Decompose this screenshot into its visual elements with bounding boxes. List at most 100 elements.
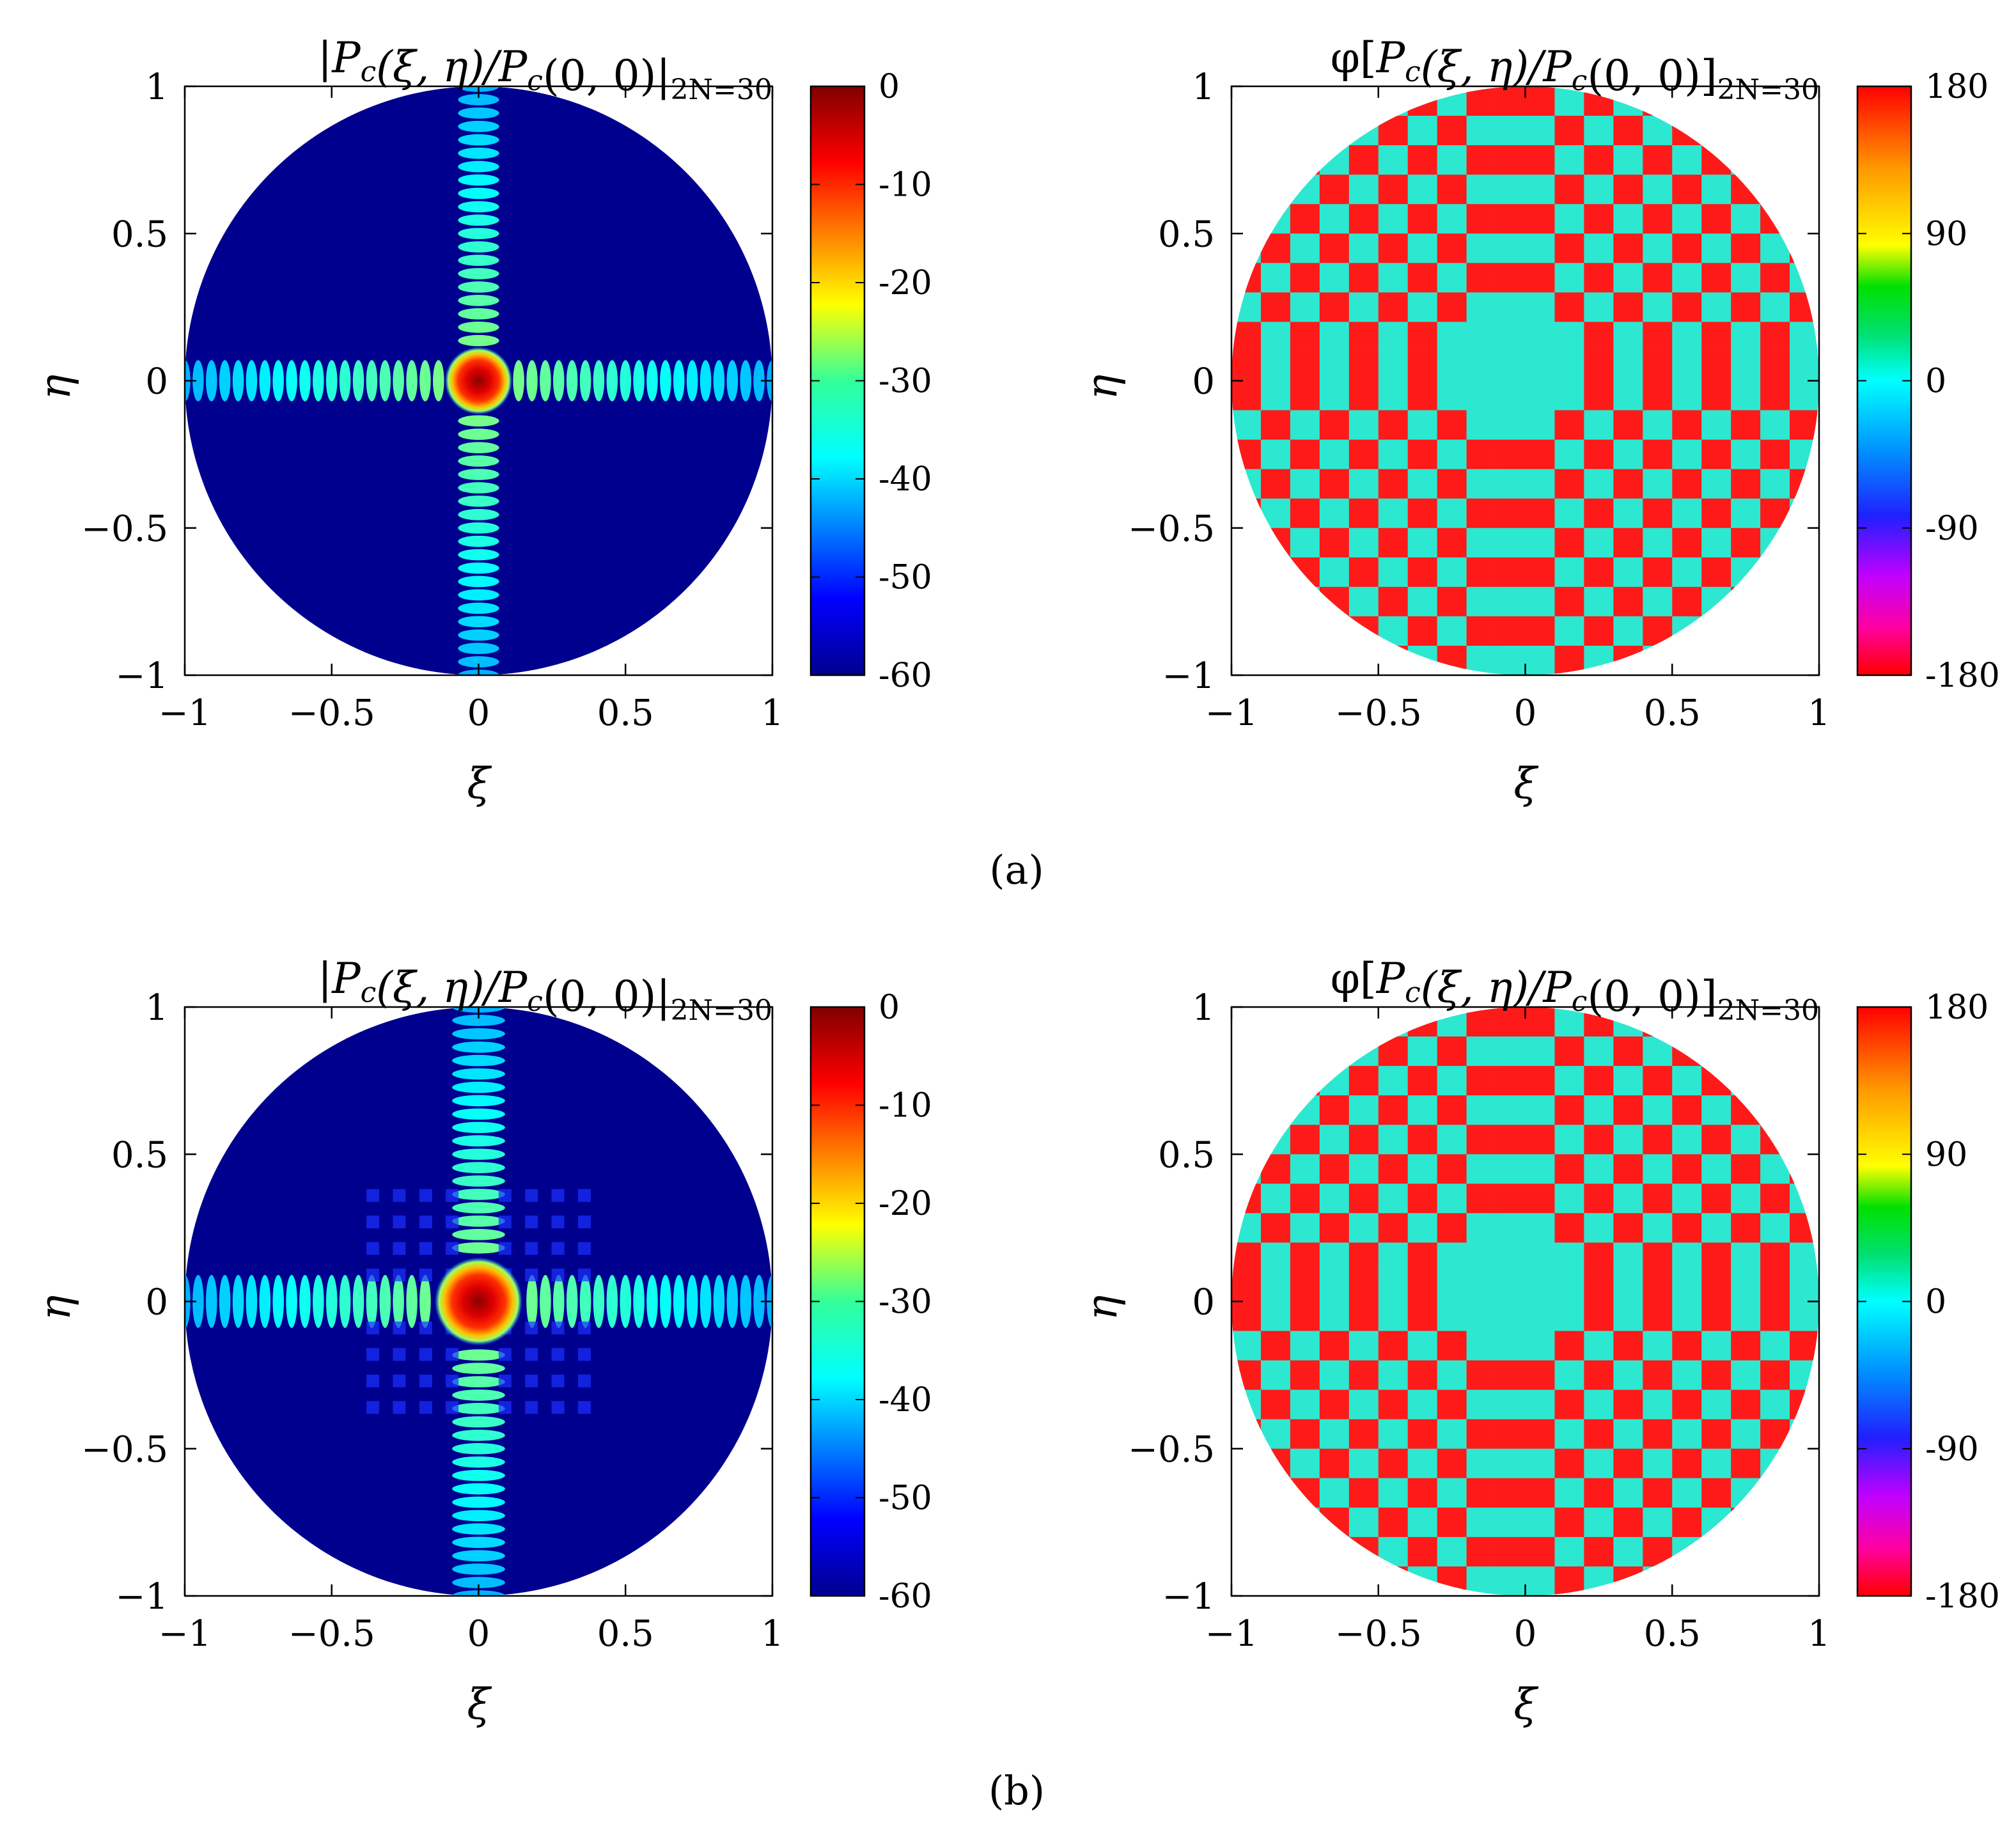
phase-cell [1525, 557, 1555, 587]
sidelobe [299, 1275, 311, 1328]
colorbar-tick-label: 90 [1925, 215, 1967, 253]
y-tick-label: 0 [1192, 1282, 1215, 1324]
phase-cell [1466, 1478, 1496, 1508]
phase-cell [1731, 1566, 1761, 1596]
phase-cell [1378, 1566, 1408, 1596]
phase-cell [1525, 204, 1555, 234]
sidelobe [452, 1416, 505, 1428]
phase-cell [1437, 1507, 1467, 1537]
phase-cell [1407, 1242, 1437, 1272]
sidelobe [458, 134, 499, 146]
colorbar-tick-label: -180 [1925, 657, 2000, 695]
phase-cell [1643, 380, 1673, 410]
phase-cell [1613, 1154, 1643, 1184]
sidelobe [458, 187, 499, 199]
phase-cell [1731, 1389, 1761, 1419]
phase-cell [1554, 469, 1584, 499]
phase-cell [1525, 1536, 1555, 1566]
sidelobe [393, 1321, 406, 1334]
phase-cell [1290, 498, 1320, 528]
sidelobe [458, 575, 499, 588]
sidelobe [606, 1275, 618, 1328]
sidelobe [419, 1348, 432, 1361]
phase-cell [1525, 1360, 1555, 1390]
phase-cell [1378, 1448, 1408, 1478]
phase-cell [1613, 586, 1643, 616]
phase-cell [1348, 322, 1379, 352]
x-tick-label: 1 [761, 692, 784, 734]
x-tick-label: 0 [1514, 1613, 1537, 1655]
phase-cell [1760, 351, 1790, 381]
phase-cell [1701, 1242, 1731, 1272]
phase-cell [1231, 351, 1261, 381]
phase-cell [1613, 1036, 1643, 1066]
y-tick-label: 0.5 [111, 1134, 168, 1176]
y-axis-label: η [1077, 375, 1127, 400]
x-tick-label: −0.5 [1335, 692, 1422, 734]
phase-cell [1496, 263, 1526, 293]
phase-cell [1760, 1184, 1790, 1214]
phase-cell [1496, 1419, 1526, 1449]
sidelobe [699, 360, 712, 402]
sidelobe [452, 1162, 505, 1173]
sidelobe [458, 629, 499, 641]
phase-cell [1584, 322, 1614, 352]
sidelobe [458, 254, 499, 266]
phase-cell [1584, 1536, 1614, 1566]
phase-cell [1790, 645, 1819, 675]
sidelobe [660, 1275, 671, 1328]
sidelobe [452, 1028, 505, 1040]
chart-title: φ[Pc(ξ, η)/Pc(0, 0)]2N=30 [1331, 33, 1819, 106]
phase-cell [1525, 616, 1555, 646]
sidelobe [577, 1374, 591, 1387]
phase-cell [1378, 469, 1408, 499]
colorbar-tick-label: -10 [879, 166, 932, 205]
phase-cell [1348, 1272, 1379, 1302]
phase-cell [1525, 263, 1555, 293]
phase-cell [1290, 1272, 1320, 1302]
phase-cell [1790, 586, 1819, 616]
phase-cell [1554, 1154, 1584, 1184]
phase-cell [1260, 1095, 1290, 1125]
phase-cell [1496, 439, 1526, 469]
sidelobe [606, 360, 618, 402]
phase-cell [1584, 1125, 1614, 1155]
sidelobe [458, 482, 499, 494]
phase-cell [1525, 439, 1555, 469]
phase-cell [1643, 1419, 1673, 1449]
sidelobe [458, 214, 499, 226]
phase-map [1231, 1007, 1819, 1596]
phase-cell [1437, 1331, 1467, 1361]
sidelobe [577, 1401, 591, 1414]
phase-cell [1260, 175, 1290, 205]
phase-cell [1290, 263, 1320, 293]
phase-cell [1701, 616, 1731, 646]
phase-cell [1260, 292, 1290, 322]
phase-cell [1407, 380, 1437, 410]
colorbar-tick-label: -10 [879, 1087, 932, 1125]
sidelobe [566, 1275, 578, 1328]
phase-cell [1378, 116, 1408, 146]
sidelobe [339, 360, 351, 402]
phase-cell [1407, 204, 1437, 234]
phase-cell [1672, 233, 1702, 263]
colorbar-tick-label: -50 [879, 559, 932, 597]
sidelobe [526, 1275, 538, 1328]
sidelobe [246, 360, 258, 402]
y-axis-label: η [1077, 1295, 1127, 1321]
chart-panel-2: −1 −0.5 0 0.5 1 1 0.5 0 −0.5 −1 ξ η φ[Pc(ξ, η)/Pc(0,… [1077, 33, 2000, 808]
sidelobe [446, 1189, 459, 1202]
phase-cell [1231, 380, 1261, 410]
sidelobe [246, 1275, 258, 1328]
phase-cell [1290, 1007, 1320, 1037]
phase-cell [1466, 1360, 1496, 1390]
sidelobe [620, 360, 632, 402]
sidelobe [446, 1374, 459, 1387]
sidelobe [219, 360, 231, 402]
sidelobe [192, 1275, 204, 1328]
sidelobe [232, 360, 244, 402]
sidelobe [458, 602, 499, 614]
phase-cell [1790, 1095, 1819, 1125]
sidelobe [452, 1108, 505, 1120]
sidelobe [419, 1401, 432, 1414]
